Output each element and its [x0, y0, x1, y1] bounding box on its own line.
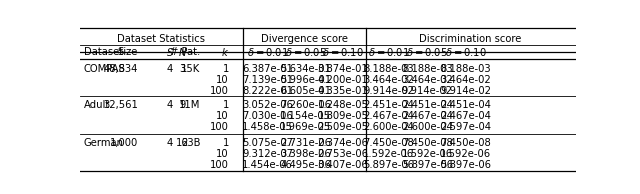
Text: 2.597e-04: 2.597e-04 [440, 122, 492, 132]
Text: 3.052e-06: 3.052e-06 [242, 100, 293, 110]
Text: 2.374e-06: 2.374e-06 [317, 138, 368, 148]
Text: 3.398e-06: 3.398e-06 [280, 149, 331, 159]
Text: 9.312e-07: 9.312e-07 [242, 149, 293, 159]
Text: $\delta = 0.01$: $\delta = 0.01$ [246, 46, 289, 58]
Text: 100: 100 [210, 160, 229, 170]
Text: 1: 1 [223, 100, 229, 110]
Text: $\delta = 0.05$: $\delta = 0.05$ [285, 46, 326, 58]
Text: 5.897e-06: 5.897e-06 [440, 160, 492, 170]
Text: 2.467e-04: 2.467e-04 [402, 111, 452, 121]
Text: 7.139e-01: 7.139e-01 [242, 75, 293, 85]
Text: 5.075e-07: 5.075e-07 [242, 138, 293, 148]
Text: 9: 9 [179, 100, 186, 110]
Text: Discrimination score: Discrimination score [419, 34, 522, 44]
Text: 1: 1 [223, 138, 229, 148]
Text: 2.451e-04: 2.451e-04 [402, 100, 452, 110]
Text: 6.387e-01: 6.387e-01 [242, 64, 293, 74]
Text: 7.260e-06: 7.260e-06 [280, 100, 331, 110]
Text: 9.914e-02: 9.914e-02 [363, 86, 414, 96]
Text: Divergence score: Divergence score [261, 34, 348, 44]
Text: 1.154e-05: 1.154e-05 [280, 111, 331, 121]
Text: 7.450e-08: 7.450e-08 [440, 138, 492, 148]
Text: 3.407e-06: 3.407e-06 [317, 160, 368, 170]
Text: 4.335e-01: 4.335e-01 [317, 86, 368, 96]
Text: 3.464e-02: 3.464e-02 [440, 75, 492, 85]
Text: 9.914e-02: 9.914e-02 [402, 86, 452, 96]
Text: German: German [84, 138, 124, 148]
Text: Dataset Statistics: Dataset Statistics [117, 34, 205, 44]
Text: 5.897e-06: 5.897e-06 [402, 160, 452, 170]
Text: 11M: 11M [179, 100, 200, 110]
Text: 2.451e-04: 2.451e-04 [440, 100, 492, 110]
Text: 2.731e-06: 2.731e-06 [280, 138, 331, 148]
Text: 1.969e-05: 1.969e-05 [280, 122, 332, 132]
Text: $\delta = 0.10$: $\delta = 0.10$ [445, 46, 487, 58]
Text: Dataset: Dataset [84, 47, 123, 57]
Text: 100: 100 [210, 86, 229, 96]
Text: 8.188e-03: 8.188e-03 [402, 64, 452, 74]
Text: 8.188e-03: 8.188e-03 [440, 64, 492, 74]
Text: 1.458e-05: 1.458e-05 [242, 122, 293, 132]
Text: 1.592e-06: 1.592e-06 [363, 149, 414, 159]
Text: Adult: Adult [84, 100, 110, 110]
Text: 16: 16 [176, 138, 189, 148]
Text: 2.600e-04: 2.600e-04 [363, 122, 414, 132]
Text: 1.248e-05: 1.248e-05 [317, 100, 368, 110]
Text: $\delta = 0.10$: $\delta = 0.10$ [322, 46, 364, 58]
Text: $\delta = 0.01$: $\delta = 0.01$ [367, 46, 410, 58]
Text: 10: 10 [216, 149, 229, 159]
Text: Size: Size [118, 47, 138, 57]
Text: 1,000: 1,000 [110, 138, 138, 148]
Text: 4.495e-06: 4.495e-06 [280, 160, 331, 170]
Text: 3.464e-02: 3.464e-02 [363, 75, 414, 85]
Text: 2.467e-04: 2.467e-04 [440, 111, 492, 121]
Text: 5.996e-01: 5.996e-01 [280, 75, 332, 85]
Text: 4.200e-01: 4.200e-01 [317, 75, 368, 85]
Text: 7.030e-06: 7.030e-06 [242, 111, 293, 121]
Text: 7.450e-08: 7.450e-08 [363, 138, 414, 148]
Text: 6.605e-01: 6.605e-01 [280, 86, 331, 96]
Text: 1.592e-06: 1.592e-06 [402, 149, 452, 159]
Text: # Pat.: # Pat. [170, 47, 200, 57]
Text: 5.897e-06: 5.897e-06 [363, 160, 414, 170]
Text: 15K: 15K [181, 64, 200, 74]
Text: 100: 100 [210, 122, 229, 132]
Text: 10: 10 [216, 75, 229, 85]
Text: 3: 3 [180, 64, 186, 74]
Text: 1.809e-05: 1.809e-05 [317, 111, 368, 121]
Text: 8.188e-03: 8.188e-03 [363, 64, 414, 74]
Text: 2.451e-04: 2.451e-04 [363, 100, 414, 110]
Text: 4: 4 [166, 138, 173, 148]
Text: 48,834: 48,834 [104, 64, 138, 74]
Text: 4: 4 [166, 64, 173, 74]
Text: 1.592e-06: 1.592e-06 [440, 149, 492, 159]
Text: $N$: $N$ [178, 46, 188, 58]
Text: 3.464e-02: 3.464e-02 [402, 75, 452, 85]
Text: 32,561: 32,561 [103, 100, 138, 110]
Text: 1.454e-06: 1.454e-06 [242, 160, 293, 170]
Text: COMPAS: COMPAS [84, 64, 125, 74]
Text: $k$: $k$ [221, 46, 229, 58]
Text: 5.634e-01: 5.634e-01 [280, 64, 331, 74]
Text: 9.914e-02: 9.914e-02 [440, 86, 492, 96]
Text: 23B: 23B [181, 138, 200, 148]
Text: 4: 4 [166, 100, 173, 110]
Text: 2.509e-05: 2.509e-05 [317, 122, 369, 132]
Text: $S$: $S$ [166, 46, 174, 58]
Text: 1: 1 [223, 64, 229, 74]
Text: 2.753e-06: 2.753e-06 [317, 149, 369, 159]
Text: 3.874e-01: 3.874e-01 [317, 64, 368, 74]
Text: 7.450e-08: 7.450e-08 [402, 138, 452, 148]
Text: $\delta = 0.05$: $\delta = 0.05$ [406, 46, 448, 58]
Text: 2.600e-04: 2.600e-04 [402, 122, 452, 132]
Text: 2.467e-04: 2.467e-04 [363, 111, 414, 121]
Text: 10: 10 [216, 111, 229, 121]
Text: 8.222e-01: 8.222e-01 [242, 86, 293, 96]
